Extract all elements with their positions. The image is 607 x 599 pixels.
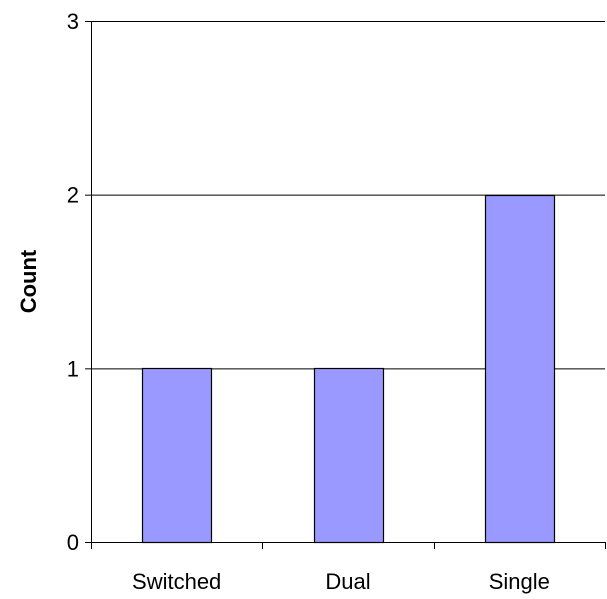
axes	[85, 21, 606, 549]
y-tick-label-1: 1	[67, 356, 79, 381]
y-axis-title: Count	[16, 249, 41, 313]
x-tick-label-dual: Dual	[325, 569, 370, 594]
bar-single	[484, 194, 556, 544]
bar-switched	[141, 367, 213, 544]
y-tick-label-0: 0	[67, 530, 79, 555]
x-tick-label-single: Single	[489, 569, 550, 594]
y-tick-labels: 0 1 2 3	[67, 9, 79, 555]
x-tick-label-switched: Switched	[132, 569, 221, 594]
y-tick-label-2: 2	[67, 183, 79, 208]
x-tick-labels: Switched Dual Single	[132, 569, 550, 594]
bar-dual	[313, 367, 385, 544]
y-tick-label-3: 3	[67, 9, 79, 34]
bars	[141, 194, 556, 544]
